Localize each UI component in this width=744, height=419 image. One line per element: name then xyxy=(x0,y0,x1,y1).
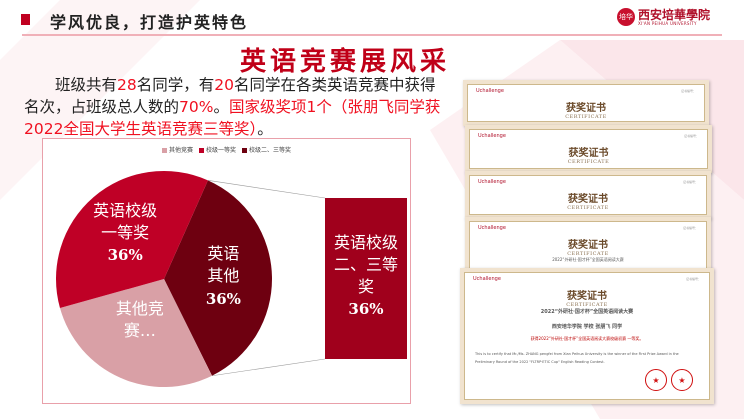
legend-label: 校级二、三等奖 xyxy=(249,147,292,154)
certificate-title: 获奖证书 xyxy=(568,148,609,159)
header-marker xyxy=(21,14,30,25)
winner-count: 20 xyxy=(214,76,234,94)
certificate-contest: 2022“外研社·国才杯”全国英语阅读大赛 xyxy=(552,257,624,262)
slice-percent: 36% xyxy=(206,290,241,308)
bar-label: 英语校级 xyxy=(334,233,398,252)
certificate-recipient: 西安培华学院 学校 张朋飞 同学 xyxy=(551,324,623,330)
page-title: 英语竞赛展风采 xyxy=(239,47,450,77)
bar-label: 奖 xyxy=(358,277,374,296)
certificate-number: 证书编号： xyxy=(682,226,698,230)
certificate-brand: Uchallenge xyxy=(476,88,504,94)
legend-item: 校级一等奖 xyxy=(198,145,236,154)
certificate-subtitle: CERTIFICATE xyxy=(567,159,610,165)
award-chart: 其他竞赛 校级一等奖 校级二、三等奖 36% 英语校级 一等奖 36% 英语校级 二、三等… xyxy=(42,138,411,404)
certificate-brand: Uchallenge xyxy=(478,179,506,185)
logo-name: 西安培華學院 xyxy=(638,7,711,22)
seal-stamp: ★ xyxy=(645,369,667,391)
chart-legend: 其他竞赛 校级一等奖 校级二、三等奖 xyxy=(43,145,410,154)
national-award-text: 国家级奖项1个（张朋飞同学获2022全国大学生英语竞赛三等奖） xyxy=(24,98,441,138)
slice-label: 英语其他 xyxy=(207,243,240,285)
text: 名同学，有 xyxy=(136,76,215,94)
certificate-title: 获奖证书 xyxy=(567,291,607,302)
legend-label: 校级一等奖 xyxy=(205,147,236,154)
certificate-number: 证书编号： xyxy=(685,277,701,281)
slice-label: 36% xyxy=(108,246,143,264)
logo-seal: 培华 xyxy=(617,8,635,26)
certificate-image: Uchallenge 证书编号： 获奖证书 CERTIFICATE 2022“外研社·国… xyxy=(465,217,711,273)
certificate-image: Uchallenge 证书编号： 获奖证书 CERTIFICATE xyxy=(463,80,709,126)
text: 班级共有 xyxy=(55,76,118,94)
breakdown-bar xyxy=(325,198,407,359)
legend-item: 校级二、三等奖 xyxy=(242,145,291,154)
header-divider xyxy=(22,34,722,36)
certificate-award: 获得2022“外研社·国才杯”全国英语阅读大赛校级初赛 一等奖。 xyxy=(530,336,644,341)
text: 。 xyxy=(257,120,273,138)
certificate-title: 获奖证书 xyxy=(568,240,608,251)
connector-line xyxy=(211,358,326,377)
certificate-subtitle: CERTIFICATE xyxy=(567,205,609,211)
text: 。 xyxy=(213,98,229,116)
bar-label: 36% xyxy=(348,300,383,318)
student-count: 28 xyxy=(117,76,137,94)
certificate-subtitle: CERTIFICATE xyxy=(565,114,607,120)
connector-line xyxy=(207,180,326,199)
certificate-number: 证书编号： xyxy=(682,180,698,184)
certificate-brand: Uchallenge xyxy=(473,276,501,282)
certificate-brand: Uchallenge xyxy=(478,133,506,139)
certificate-title: 获奖证书 xyxy=(568,194,608,205)
percentage: 70% xyxy=(179,98,214,116)
legend-item: 其他竞赛 xyxy=(161,145,193,154)
text: 名同学在各类英语竞赛中获得名次，占班级总人数的 xyxy=(24,76,436,116)
certificate-image: Uchallenge 证书编号： 获奖证书 CERTIFICATE 2022“外研社·国… xyxy=(460,268,714,404)
certificate-subtitle: CERTIFICATE xyxy=(566,302,608,308)
certificate-number: 证书编号： xyxy=(683,134,699,138)
university-logo: 培华 西安培華學院 XI'AN PEIHUA UNIVERSITY xyxy=(617,8,710,26)
certificate-number: 证书编号： xyxy=(680,89,696,93)
summary-paragraph: 班级共有28名同学，有20名同学在各类英语竞赛中获得名次，占班级总人数的70%。… xyxy=(24,74,444,140)
certificate-subtitle: CERTIFICATE xyxy=(567,251,609,257)
bar-label: 二、三等 xyxy=(334,255,398,274)
slice-label: 一等奖 xyxy=(101,223,149,242)
logo-english: XI'AN PEIHUA UNIVERSITY xyxy=(638,20,697,26)
slice-label: 其他竞赛… xyxy=(115,299,164,341)
pie-slice xyxy=(56,171,208,309)
certificate-contest: 2022“外研社·国才杯”全国英语阅读大赛 xyxy=(540,309,634,315)
certificate-image: Uchallenge 证书编号： 获奖证书 CERTIFICATE xyxy=(465,171,711,219)
seal-stamp: ★ xyxy=(671,369,693,391)
pie-slice xyxy=(164,180,272,376)
certificate-english: This is to certify that Mr./Ms. ZHANG pe… xyxy=(475,352,679,364)
section-title: 学风优良，打造护英特色 xyxy=(50,13,249,32)
legend-label: 其他竞赛 xyxy=(168,147,193,154)
slice-label: 英语校级 xyxy=(93,201,157,220)
pie-slice xyxy=(59,279,213,387)
certificate-title: 获奖证书 xyxy=(566,103,606,114)
certificate-brand: Uchallenge xyxy=(478,225,506,231)
certificate-image: Uchallenge 证书编号： 获奖证书 CERTIFICATE xyxy=(465,125,712,173)
